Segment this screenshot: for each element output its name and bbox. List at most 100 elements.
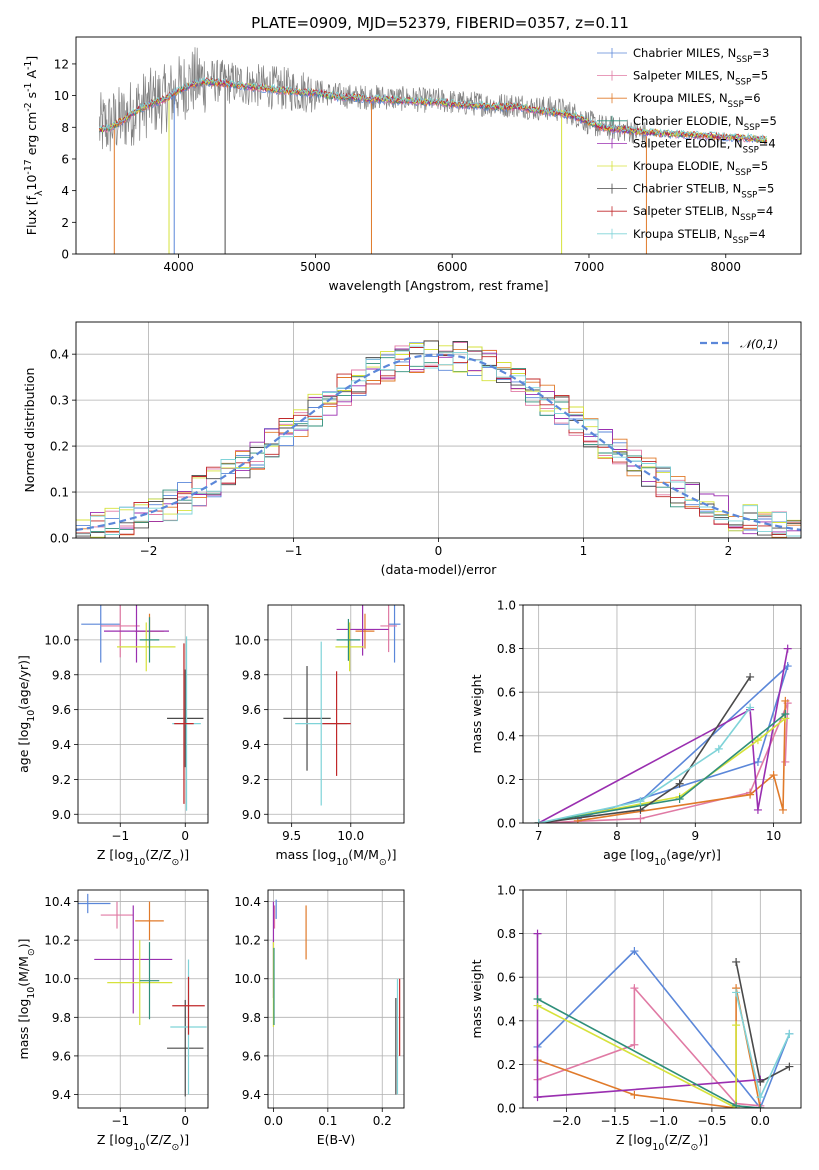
y-tick-label: 9.6 — [242, 1049, 261, 1063]
x-tick-label: 8000 — [710, 260, 741, 274]
y-tick-label: 0.6 — [497, 686, 516, 700]
x-tick-label: 0.1 — [318, 1114, 337, 1128]
weight-marker — [753, 736, 762, 745]
weight-marker — [630, 1040, 639, 1049]
weight-marker — [781, 757, 790, 766]
weight-marker — [785, 1062, 794, 1071]
x-axis-label: Z [log10(Z/Z⊙)] — [97, 1132, 189, 1153]
x-tick-label: −0.5 — [697, 1114, 726, 1128]
histogram-series-7 — [76, 347, 801, 536]
plot-area — [76, 340, 801, 538]
chart-weight_vs_Z: −2.0 −1.5 −1.0 −0.5 0.0 0.0 0.2 0.4 0.6 0.8 1.0 Z [… — [469, 884, 802, 1153]
y-tick-label: 0.2 — [50, 440, 69, 454]
weight-line-series-6 — [538, 676, 751, 823]
model-fit-series-8 — [98, 76, 768, 141]
y-tick-label: 10.4 — [234, 895, 261, 909]
weight-marker — [534, 819, 543, 823]
y-tick-label: 6 — [61, 152, 69, 166]
weight-marker — [785, 1029, 794, 1038]
weight-marker — [533, 929, 542, 938]
errorbar-point-series-3 — [139, 942, 160, 1020]
y-tick-label: 0.8 — [497, 927, 516, 941]
x-tick-label: 10.0 — [337, 829, 364, 843]
x-tick-label: −2 — [140, 544, 158, 558]
weight-marker — [769, 771, 778, 780]
y-tick-label: 12 — [54, 57, 69, 71]
y-tick-label: 1.0 — [497, 884, 516, 898]
x-axis-label: age [log10(age/yr)] — [603, 847, 721, 868]
chart-spectrum: 4000 5000 6000 7000 8000 0 2 4 6 8 10 12 wavelength … — [23, 36, 802, 293]
legend-entry: Salpeter ELODIE, NSSP=4 — [633, 136, 776, 155]
legend: 𝒩(0,1) — [700, 337, 778, 351]
x-axis-label: wavelength [Angstrom, rest frame] — [328, 278, 548, 293]
errorbar-point-series-4 — [104, 605, 169, 663]
weight-marker — [746, 790, 755, 799]
y-tick-label: 0.1 — [50, 486, 69, 500]
weight-line-series-8 — [538, 707, 751, 823]
y-tick-label: 0.4 — [50, 348, 69, 362]
plot-area — [78, 893, 207, 1097]
legend-entry: Kroupa STELIB, NSSP=4 — [633, 227, 766, 246]
y-tick-label: 10.2 — [44, 934, 71, 948]
errorbar-point-series-7 — [322, 671, 351, 776]
x-tick-label: 2 — [725, 544, 733, 558]
x-tick-label: 0.2 — [373, 1114, 392, 1128]
chart-mass_vs_EBV: 0.0 0.1 0.2 9.4 9.6 9.8 10.0 10.2 10.4 E(B-V) — [234, 889, 405, 1147]
x-tick-label: −1 — [111, 829, 129, 843]
legend-entry: 𝒩(0,1) — [740, 337, 778, 351]
plot-area — [272, 899, 401, 1095]
weight-marker — [756, 1104, 765, 1108]
legend-entry: Kroupa MILES, NSSP=6 — [633, 91, 761, 110]
y-tick-label: 9.6 — [242, 703, 261, 717]
weight-marker — [732, 988, 741, 997]
weight-marker — [732, 957, 741, 966]
figure-title: PLATE=0909, MJD=52379, FIBERID=0357, z=0… — [251, 14, 629, 32]
normal-reference-curve — [76, 353, 801, 531]
y-tick-label: 9.6 — [52, 1049, 71, 1063]
y-tick-label: 0.8 — [497, 642, 516, 656]
y-tick-label: 0.0 — [497, 1102, 516, 1116]
errorbar-point-series-6 — [167, 669, 204, 768]
weight-marker — [714, 744, 723, 753]
errorbar-point-series-7 — [174, 643, 194, 804]
axes-frame — [77, 604, 209, 824]
x-tick-label: 8 — [613, 829, 621, 843]
weight-marker — [746, 672, 755, 681]
errorbar-point-series-3 — [139, 617, 160, 663]
legend-entry: Kroupa ELODIE, NSSP=5 — [633, 159, 768, 178]
weight-marker — [675, 795, 684, 804]
x-axis-label: mass [log10(M/M⊙)] — [276, 847, 397, 868]
weight-marker — [753, 757, 762, 766]
x-tick-label: 7000 — [574, 260, 605, 274]
legend-entry: Chabrier MILES, NSSP=3 — [633, 46, 769, 65]
y-tick-label: 9.2 — [52, 773, 71, 787]
weight-line-series-2 — [537, 987, 762, 1108]
weight-marker — [636, 805, 645, 814]
legend-entry: Salpeter STELIB, NSSP=4 — [633, 204, 773, 223]
x-tick-label: 6000 — [437, 260, 468, 274]
chart-mass_vs_Z: −1 0 9.4 9.6 9.8 10.0 10.2 10.4 Z [log10(Z/Z⊙)] m… — [16, 889, 209, 1153]
y-axis-label: mass weight — [469, 674, 484, 753]
y-tick-label: 10.0 — [44, 972, 71, 986]
axes-frame — [75, 321, 802, 539]
x-tick-label: 10 — [766, 829, 781, 843]
weight-line-series-0 — [536, 949, 791, 1108]
weight-marker — [732, 1021, 741, 1030]
weight-marker — [630, 984, 639, 993]
y-tick-label: 9.2 — [242, 773, 261, 787]
y-tick-label: 9.8 — [242, 1011, 261, 1025]
y-tick-label: 0.2 — [497, 773, 516, 787]
weight-marker — [783, 644, 792, 653]
y-tick-label: 9.8 — [52, 1011, 71, 1025]
x-tick-label: 1 — [580, 544, 588, 558]
y-tick-label: 9.0 — [242, 808, 261, 822]
x-tick-label: −1.5 — [600, 1114, 629, 1128]
y-tick-label: 0.4 — [497, 1014, 516, 1028]
weight-line-series-0 — [577, 663, 790, 820]
weight-marker — [636, 797, 645, 806]
y-axis-label: mass [log10(M/M⊙)] — [16, 939, 37, 1060]
x-tick-label: 0 — [435, 544, 443, 558]
y-tick-label: 9.4 — [242, 738, 261, 752]
weight-line-series-6 — [735, 961, 790, 1084]
x-tick-label: −1 — [285, 544, 303, 558]
